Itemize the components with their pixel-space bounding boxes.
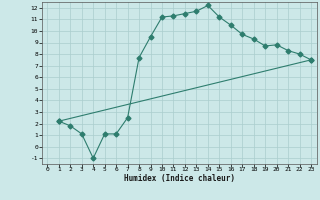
- X-axis label: Humidex (Indice chaleur): Humidex (Indice chaleur): [124, 174, 235, 183]
